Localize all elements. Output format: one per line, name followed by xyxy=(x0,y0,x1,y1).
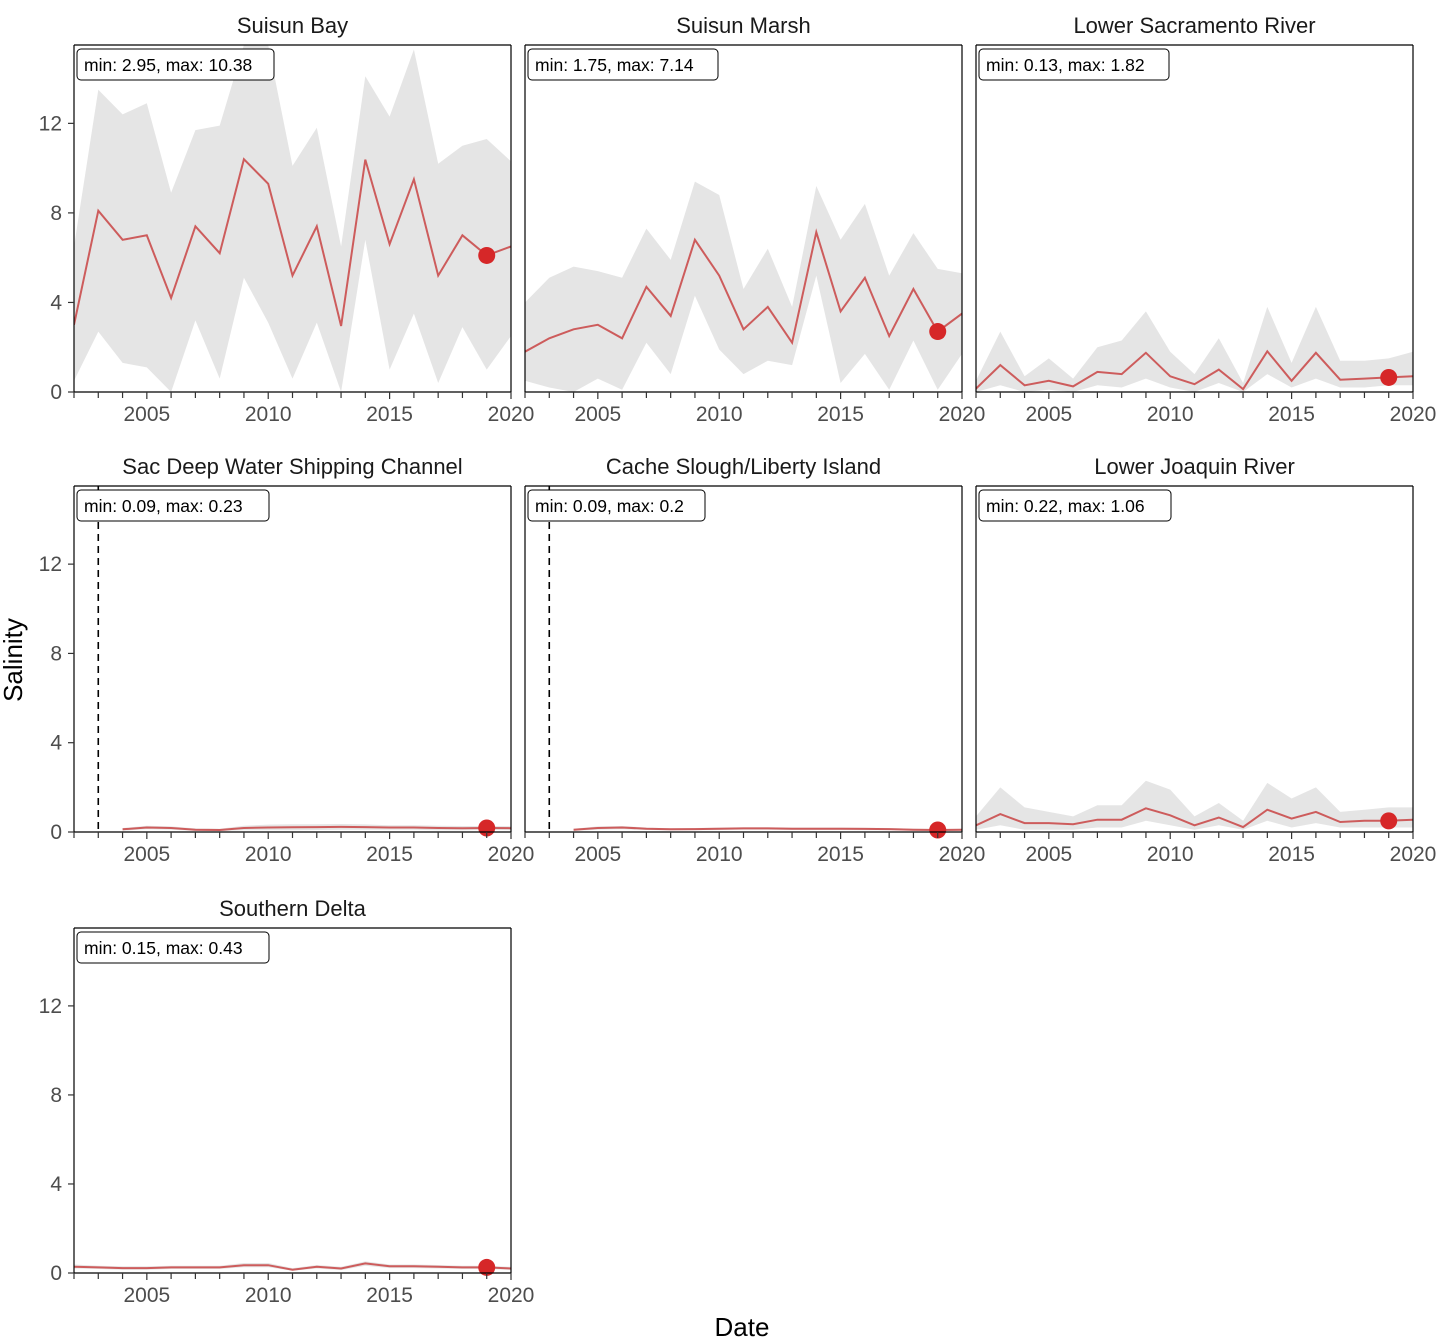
x-tick-label: 2010 xyxy=(245,403,292,426)
x-tick-label: 2005 xyxy=(123,843,170,866)
x-tick-label: 2010 xyxy=(696,843,743,866)
min-max-label-box xyxy=(978,48,1170,81)
plot-area xyxy=(74,45,511,392)
y-tick-label: 0 xyxy=(50,821,62,844)
facet-panel: Suisun Bay 2005 2010 2015 2020 0 4 8 12 min: 2.95… xyxy=(39,13,535,426)
plot-area xyxy=(74,1261,511,1271)
x-tick-label: 2015 xyxy=(1268,403,1315,426)
facet-panel: Lower Sacramento River 2005 2010 2015 2020 mi… xyxy=(975,13,1437,426)
range-ribbon xyxy=(525,181,962,392)
x-tick-label: 2020 xyxy=(488,403,535,426)
facet-panel: Sac Deep Water Shipping Channel 2005 2010 2… xyxy=(39,454,535,866)
x-tick-label: 2005 xyxy=(574,403,621,426)
salinity-line xyxy=(525,228,962,353)
min-max-label-box xyxy=(76,48,275,81)
x-tick-label: 2010 xyxy=(1147,843,1194,866)
plot-area xyxy=(548,486,962,832)
min-max-label: min: 0.09, max: 0.2 xyxy=(535,496,684,516)
min-max-label-box xyxy=(527,489,706,522)
facet-panel: Southern Delta 2005 2010 2015 2020 0 4 8 12 min: … xyxy=(39,896,535,1307)
min-max-label-box xyxy=(76,931,270,964)
salinity-line xyxy=(122,825,511,832)
facet-title: Lower Joaquin River xyxy=(1094,454,1295,479)
facet-panels: Suisun Bay 2005 2010 2015 2020 0 4 8 12 min: 2.95… xyxy=(39,13,1437,1307)
facet-panel: Cache Slough/Liberty Island 2005 2010 2015 2… xyxy=(524,454,986,866)
x-tick-label: 2015 xyxy=(817,403,864,426)
min-max-label: min: 0.13, max: 1.82 xyxy=(986,55,1145,75)
y-tick-label: 8 xyxy=(50,642,62,665)
y-axis-title: Salinity xyxy=(0,618,28,702)
range-ribbon xyxy=(976,780,1413,830)
salinity-line xyxy=(74,1262,511,1271)
x-tick-label: 2020 xyxy=(939,403,986,426)
facet-panel: Lower Joaquin River 2005 2010 2015 2020 min: … xyxy=(975,454,1437,866)
y-tick-label: 12 xyxy=(39,553,62,576)
x-tick-label: 2020 xyxy=(939,843,986,866)
range-ribbon xyxy=(976,306,1413,392)
salinity-line xyxy=(74,157,511,327)
y-tick-label: 8 xyxy=(50,202,62,225)
y-tick-label: 12 xyxy=(39,112,62,135)
x-tick-label: 2020 xyxy=(488,1284,535,1307)
x-tick-label: 2005 xyxy=(123,403,170,426)
min-max-label: min: 2.95, max: 10.38 xyxy=(84,55,252,75)
min-max-label: min: 0.15, max: 0.43 xyxy=(84,938,243,958)
x-tick-label: 2015 xyxy=(817,843,864,866)
facet-title: Suisun Marsh xyxy=(676,13,811,38)
x-tick-label: 2015 xyxy=(366,1284,413,1307)
x-tick-label: 2020 xyxy=(1390,843,1437,866)
x-tick-label: 2010 xyxy=(696,403,743,426)
current-value-point xyxy=(929,821,947,839)
x-tick-label: 2015 xyxy=(366,843,413,866)
min-max-label-box xyxy=(978,489,1172,522)
current-value-point xyxy=(1380,812,1398,830)
current-value-point xyxy=(929,323,947,341)
x-tick-label: 2015 xyxy=(366,403,413,426)
x-tick-label: 2020 xyxy=(488,843,535,866)
salinity-line xyxy=(976,349,1413,391)
facet-title: Southern Delta xyxy=(219,896,367,921)
x-tick-label: 2010 xyxy=(245,843,292,866)
facet-title: Sac Deep Water Shipping Channel xyxy=(122,454,462,479)
range-ribbon xyxy=(74,1261,511,1271)
salinity-line xyxy=(573,826,962,832)
min-max-label-box xyxy=(527,48,719,81)
plot-area xyxy=(525,181,962,392)
plot-area xyxy=(976,780,1413,830)
facet-title: Cache Slough/Liberty Island xyxy=(606,454,881,479)
x-tick-label: 2005 xyxy=(574,843,621,866)
plot-area xyxy=(97,486,511,832)
y-tick-label: 4 xyxy=(50,1173,62,1196)
current-value-point xyxy=(478,1258,496,1276)
x-tick-label: 2020 xyxy=(1390,403,1437,426)
y-tick-label: 12 xyxy=(39,995,62,1018)
x-tick-label: 2005 xyxy=(1025,843,1072,866)
plot-area xyxy=(976,306,1413,392)
y-tick-label: 8 xyxy=(50,1084,62,1107)
x-tick-label: 2005 xyxy=(123,1284,170,1307)
salinity-line xyxy=(976,807,1413,829)
range-ribbon xyxy=(74,45,511,392)
min-max-label: min: 0.22, max: 1.06 xyxy=(986,496,1145,516)
y-tick-label: 0 xyxy=(50,381,62,404)
current-value-point xyxy=(478,246,496,264)
x-tick-label: 2010 xyxy=(245,1284,292,1307)
facet-title: Lower Sacramento River xyxy=(1073,13,1315,38)
min-max-label: min: 1.75, max: 7.14 xyxy=(535,55,694,75)
min-max-label: min: 0.09, max: 0.23 xyxy=(84,496,243,516)
y-tick-label: 4 xyxy=(50,732,62,755)
facet-title: Suisun Bay xyxy=(237,13,348,38)
x-axis-title: Date xyxy=(715,1312,770,1342)
current-value-point xyxy=(1380,368,1398,386)
x-tick-label: 2005 xyxy=(1025,403,1072,426)
min-max-label-box xyxy=(76,489,270,522)
x-tick-label: 2015 xyxy=(1268,843,1315,866)
x-tick-label: 2010 xyxy=(1147,403,1194,426)
y-tick-label: 4 xyxy=(50,291,62,314)
y-tick-label: 0 xyxy=(50,1262,62,1285)
facet-panel: Suisun Marsh 2005 2010 2015 2020 min: 1.75, m… xyxy=(524,13,986,426)
